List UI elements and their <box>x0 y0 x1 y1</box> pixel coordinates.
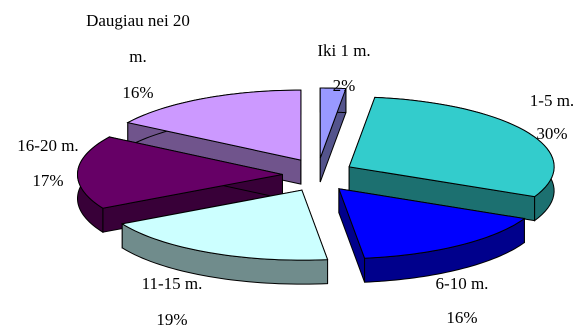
slice-2 <box>338 188 526 283</box>
slice-value-0: 2% <box>333 76 356 95</box>
slice-3 <box>120 189 329 285</box>
slice-2-top <box>338 188 526 259</box>
slice-0 <box>319 87 347 183</box>
slice-value-3: 19% <box>156 310 187 329</box>
slice-label-3: 11-15 m. <box>142 274 203 293</box>
slice-label-5-line1: Daugiau nei 20 <box>86 11 190 30</box>
pie-slices <box>76 87 555 285</box>
slice-3-top <box>120 189 329 261</box>
slice-label-1: 1-5 m. <box>530 91 574 110</box>
slice-1 <box>348 96 555 222</box>
slice-label-4: 16-20 m. <box>17 136 78 155</box>
slice-1-top <box>348 96 555 198</box>
slice-0-top <box>319 87 347 159</box>
slice-4 <box>76 136 283 234</box>
slice-value-5: 16% <box>122 83 153 102</box>
slice-value-2: 16% <box>446 308 477 327</box>
slice-label-5-line2: m. <box>129 47 146 66</box>
slice-value-4: 17% <box>32 171 63 190</box>
slice-value-1: 30% <box>536 124 567 143</box>
slice-label-2: 6-10 m. <box>436 274 489 293</box>
slice-4-top <box>76 136 283 209</box>
slice-5-top <box>126 89 302 161</box>
slice-label-0: Iki 1 m. <box>317 41 370 60</box>
